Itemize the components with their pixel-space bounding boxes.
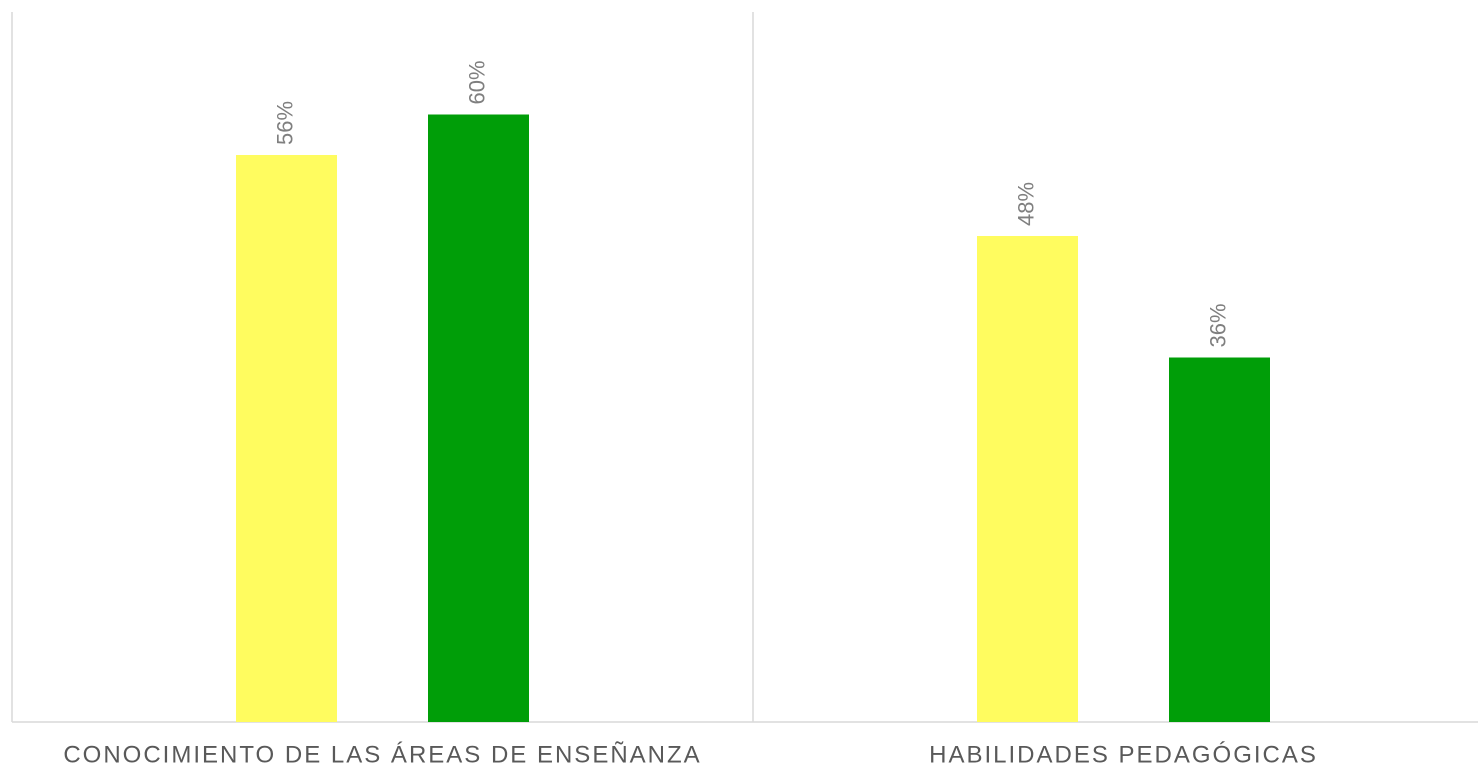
bar [977,236,1078,722]
bar [428,114,529,722]
bar [236,155,337,722]
bar [1169,357,1270,722]
data-label: 48% [1013,182,1038,226]
data-label: 36% [1205,303,1230,347]
x-tick-label: CONOCIMIENTO DE LAS ÁREAS DE ENSEÑANZA [63,741,701,768]
data-label: 56% [272,101,297,145]
data-label: 60% [464,60,489,104]
x-tick-label: HABILIDADES PEDAGÓGICAS [929,741,1318,768]
